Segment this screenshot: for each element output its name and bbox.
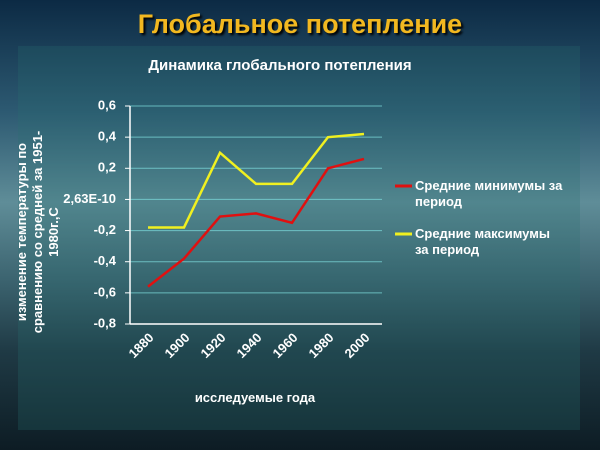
x-tick-label: 1900 — [161, 330, 192, 361]
y-tick-label: -0,8 — [94, 315, 116, 330]
legend-label: Средние максимумы за период — [415, 226, 550, 257]
x-axis-title: исследуемые года — [194, 390, 316, 405]
x-tick-label: 1880 — [125, 330, 156, 361]
x-tick-label: 2000 — [341, 330, 372, 361]
x-tick-label: 1960 — [269, 330, 300, 361]
x-tick-label: 1920 — [197, 330, 228, 361]
y-tick-label: 2,63E-10 — [63, 191, 116, 206]
y-tick-label: 0,2 — [98, 160, 116, 175]
legend-label: Средние минимумы за период — [415, 178, 563, 209]
slide-title: Глобальное потепление — [137, 9, 463, 39]
x-tick-label: 1940 — [233, 330, 264, 361]
y-tick-label: 0,6 — [98, 97, 116, 112]
y-tick-label: -0,6 — [94, 284, 116, 299]
line-series — [147, 157, 365, 288]
y-tick-label: -0,4 — [94, 253, 117, 268]
y-tick-label: -0,2 — [94, 222, 116, 237]
y-tick-label: 0,4 — [98, 129, 117, 144]
chart-panel — [18, 46, 580, 430]
line-series — [148, 132, 365, 229]
chart-title: Динамика глобального потепления — [148, 57, 412, 74]
x-tick-label: 1980 — [305, 330, 336, 361]
